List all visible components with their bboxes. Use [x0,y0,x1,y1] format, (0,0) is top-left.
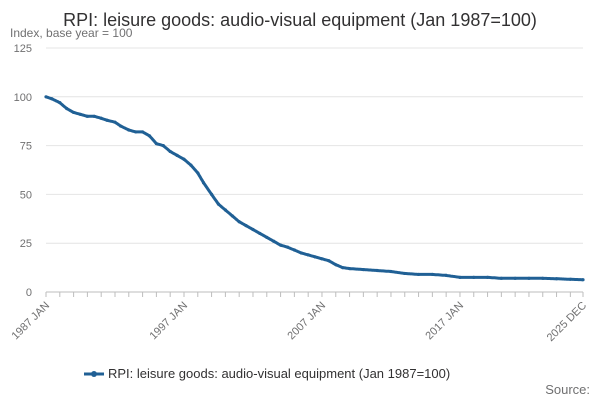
x-tick-label: 2025 DEC [545,300,589,344]
data-point [265,235,269,239]
data-point [105,118,109,122]
data-point [85,114,89,118]
y-tick-label: 75 [20,141,32,153]
data-point [299,251,303,255]
data-point [272,239,276,243]
data-point [320,257,324,261]
data-point [58,101,62,105]
x-tick-label: 1997 JAN [147,300,190,343]
data-point [416,272,421,277]
data-point [554,277,559,281]
data-point [209,192,214,196]
chart-title: RPI: leisure goods: audio-visual equipme… [63,10,537,30]
data-point [581,278,585,282]
data-point [285,245,290,249]
data-point [99,116,103,120]
data-point [161,144,165,148]
data-point [182,157,186,161]
data-point [44,95,48,99]
data-point [189,163,193,167]
data-point [513,276,517,280]
x-axis: 1987 JAN 1997 JAN 2007 JAN 2017 JAN 2025 DEC [9,292,589,344]
data-point [50,97,54,101]
data-point [244,224,248,228]
data-point [472,275,476,279]
data-point [327,259,331,263]
plot-area [44,95,585,282]
data-point [430,272,434,277]
y-tick-label: 125 [14,43,32,55]
data-point [278,243,283,247]
data-point [306,253,310,257]
x-tick-label: 2007 JAN [285,300,328,343]
data-point [347,266,352,271]
y-tick-label: 0 [26,287,32,299]
data-point [334,263,338,267]
data-point [292,248,296,252]
data-point [113,120,117,124]
data-point [527,276,531,280]
data-point [78,112,83,116]
data-point [168,149,172,154]
y-tick-label: 25 [20,238,32,250]
data-point [568,277,572,281]
y-tick-label: 100 [14,92,32,104]
data-point [341,266,345,270]
data-point [201,181,206,185]
data-point [313,255,317,259]
data-point [223,208,227,212]
data-point [458,275,462,279]
y-axis-label: Index, base year = 100 [10,26,133,40]
data-point [251,227,255,232]
data-point [237,220,241,224]
data-point [65,106,69,111]
data-point [119,124,123,128]
data-point [147,134,152,138]
gridlines [46,47,583,293]
data-point [541,276,545,280]
data-point [140,130,145,134]
data-point [175,153,179,157]
x-tick-label: 2017 JAN [423,300,466,343]
data-point [196,171,200,175]
legend[interactable]: RPI: leisure goods: audio-visual equipme… [84,366,450,381]
data-point [134,130,138,134]
data-point [230,214,234,218]
series-line [45,95,584,282]
y-axis: 0 25 50 75 100 125 [14,43,32,299]
legend-dot-marker [91,371,97,377]
data-point [154,142,158,146]
data-point [71,110,76,115]
source-label: Source: [545,382,590,397]
x-tick-label: 1987 JAN [9,300,52,343]
data-point [485,275,490,279]
data-point [375,268,379,273]
data-point [444,273,448,278]
data-point [216,202,221,206]
data-point [499,276,503,280]
legend-label: RPI: leisure goods: audio-visual equipme… [108,366,450,381]
y-tick-label: 50 [20,189,32,201]
data-point [92,114,96,118]
data-point [127,128,131,132]
data-point [403,271,407,276]
data-point [361,267,365,272]
data-point [389,269,393,274]
data-point [258,231,262,236]
